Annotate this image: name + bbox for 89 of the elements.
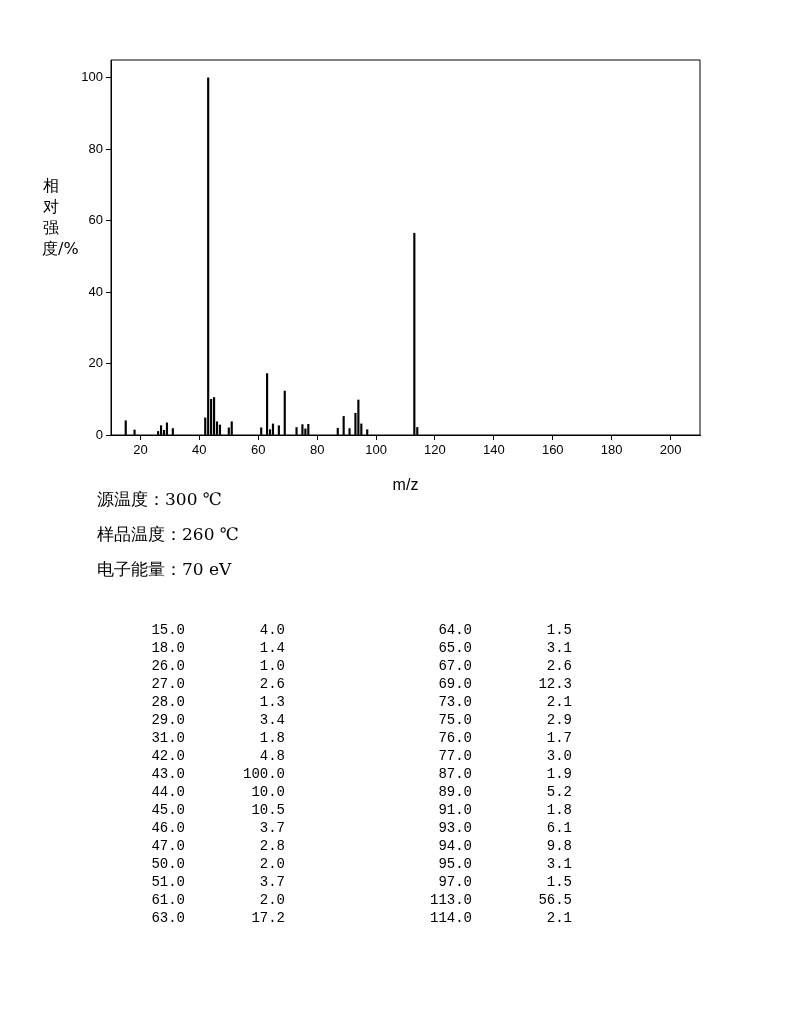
- text: 3.4: [258, 712, 285, 728]
- text: 2.9: [545, 712, 572, 728]
- text: 15.0: [150, 622, 185, 638]
- text: 31.0: [150, 730, 185, 746]
- x-tick-label: 160: [541, 442, 564, 458]
- x-tick-label: 180: [600, 442, 623, 458]
- text: 100.0: [242, 766, 285, 782]
- text: 61.0: [150, 892, 185, 908]
- text: 29.0: [150, 712, 185, 728]
- text: 50.0: [150, 856, 185, 872]
- text: 45.0: [150, 802, 185, 818]
- x-tick-label: 120: [424, 442, 446, 458]
- text: 源温度：300 ℃: [97, 488, 222, 511]
- text: 113.0: [429, 892, 472, 908]
- y-tick-label: 20: [88, 355, 103, 371]
- text: 43.0: [150, 766, 185, 782]
- text: 87.0: [437, 766, 472, 782]
- text: 67.0: [437, 658, 472, 674]
- text: 73.0: [437, 694, 472, 710]
- text: 3.0: [545, 748, 572, 764]
- y-tick-label: 80: [88, 140, 103, 156]
- text: 2.0: [258, 856, 285, 872]
- text: 1.5: [545, 874, 572, 890]
- y-tick-label: 60: [88, 212, 103, 228]
- text: 27.0: [150, 676, 185, 692]
- y-tick-label: 100: [81, 69, 103, 85]
- text: 44.0: [150, 784, 185, 800]
- text: 3.1: [545, 856, 572, 872]
- text: 样品温度：260 ℃: [97, 523, 239, 546]
- x-tick-label: 60: [251, 442, 266, 458]
- text: 47.0: [150, 838, 185, 854]
- text: 2.6: [258, 676, 285, 692]
- text: 3.1: [545, 640, 572, 656]
- text: 114.0: [429, 910, 472, 926]
- text: 2.8: [258, 838, 285, 854]
- text: 3.7: [258, 874, 285, 890]
- text: 93.0: [437, 820, 472, 836]
- text: 1.8: [258, 730, 285, 746]
- text: 6.1: [545, 820, 572, 836]
- text: 1.0: [258, 658, 285, 674]
- text: 63.0: [150, 910, 185, 926]
- text: 28.0: [150, 694, 185, 710]
- text: 1.7: [545, 730, 572, 746]
- text: 1.9: [545, 766, 572, 782]
- x-tick-label: 80: [309, 442, 325, 458]
- text: 4.0: [258, 622, 285, 638]
- text: 17.2: [250, 910, 285, 926]
- text: 51.0: [150, 874, 185, 890]
- text: 电子能量：70 eV: [97, 558, 232, 581]
- text: 77.0: [437, 748, 472, 764]
- text: 91.0: [437, 802, 472, 818]
- text: 5.2: [545, 784, 572, 800]
- text: 65.0: [437, 640, 472, 656]
- text: 1.5: [545, 622, 572, 638]
- text: 2.6: [545, 658, 572, 674]
- x-tick-label: 140: [483, 442, 505, 458]
- text: 26.0: [150, 658, 185, 674]
- text: 2.0: [258, 892, 285, 908]
- y-tick-label: 0: [95, 426, 103, 442]
- text: 64.0: [437, 622, 472, 638]
- text: 1.3: [258, 694, 285, 710]
- y-axis-title: 相对强度/%: [42, 176, 79, 260]
- text: 3.7: [258, 820, 285, 836]
- x-tick-label: 40: [192, 442, 207, 458]
- text: 56.5: [537, 892, 572, 908]
- y-tick-label: 40: [88, 283, 103, 299]
- text: 94.0: [437, 838, 472, 854]
- text: 69.0: [437, 676, 472, 692]
- text: 89.0: [437, 784, 472, 800]
- text: 18.0: [150, 640, 185, 656]
- x-axis-title: m/z: [392, 475, 419, 493]
- text: 42.0: [150, 748, 185, 764]
- x-tick-label: 200: [659, 442, 682, 458]
- text: 4.8: [258, 748, 285, 764]
- text: 10.5: [250, 802, 285, 818]
- x-tick-label: 20: [133, 442, 148, 458]
- text: 46.0: [150, 820, 185, 836]
- text: 1.4: [258, 640, 285, 656]
- text: 2.1: [545, 694, 572, 710]
- x-tick-label: 100: [365, 442, 387, 458]
- text: 9.8: [545, 838, 572, 854]
- text: 95.0: [437, 856, 472, 872]
- text: 2.1: [545, 910, 572, 926]
- text: 75.0: [437, 712, 472, 728]
- text: 1.8: [545, 802, 572, 818]
- text: 76.0: [437, 730, 472, 746]
- text: 10.0: [250, 784, 285, 800]
- text: 97.0: [437, 874, 472, 890]
- text: 12.3: [537, 676, 572, 692]
